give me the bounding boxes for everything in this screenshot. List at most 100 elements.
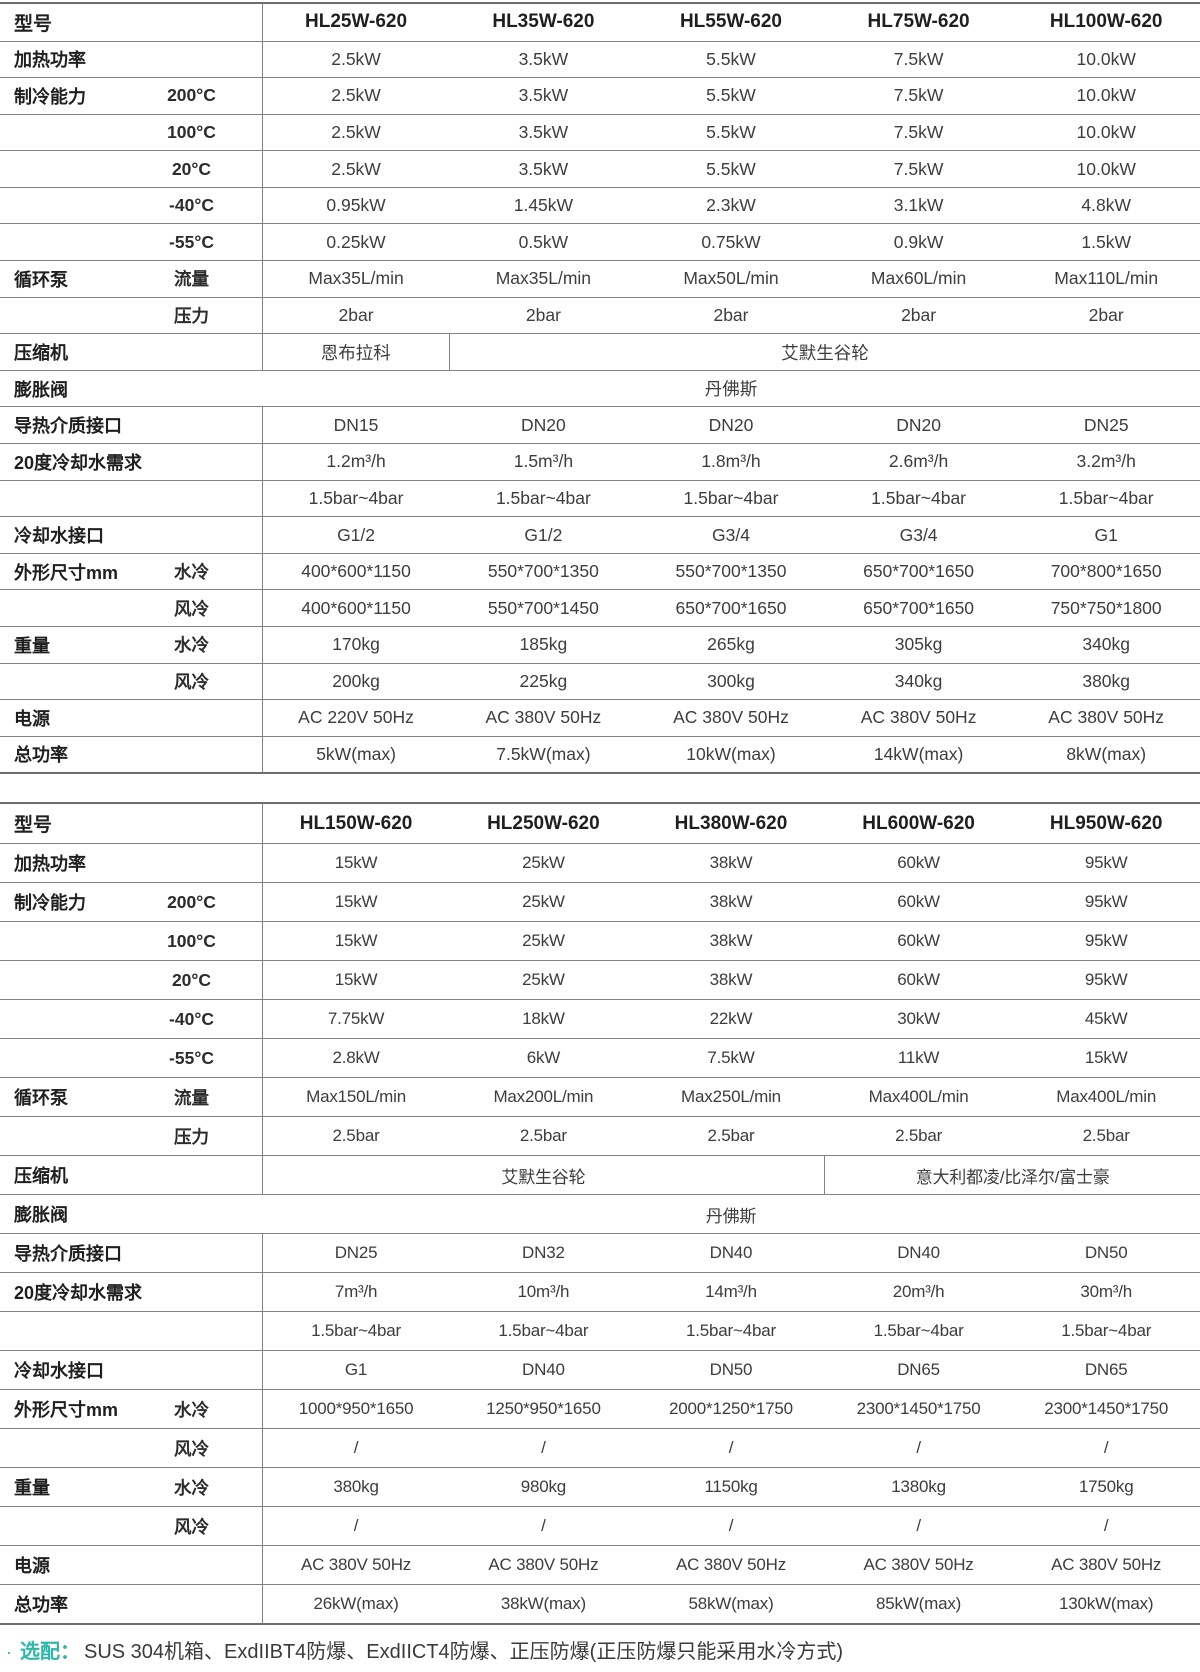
row-label-cell: 压缩机 bbox=[0, 333, 262, 371]
model-header: HL150W-620 bbox=[261, 802, 450, 844]
spec-cell: 0.95kW bbox=[261, 186, 450, 224]
row-label-cell: 导热介质接口 bbox=[0, 1233, 262, 1273]
spec-cell: 380kg bbox=[261, 1467, 450, 1507]
spec-cell: DN65 bbox=[1012, 1350, 1200, 1390]
spec-cell: 95kW bbox=[1012, 921, 1200, 961]
row-label-cell: 风冷 bbox=[0, 662, 262, 700]
table-row: 20°C 2.5kW 3.5kW 5.5kW 7.5kW 10.0kW bbox=[0, 150, 1200, 188]
row-label: 加热功率 bbox=[14, 50, 86, 71]
row-label-cell: 外形尺寸mm 水冷 bbox=[0, 1389, 262, 1429]
table-row: 制冷能力 200°C 15kW 25kW 38kW 60kW 95kW bbox=[0, 882, 1200, 922]
spec-cell: 艾默生谷轮 bbox=[449, 333, 1200, 371]
spec-cell: AC 380V 50Hz bbox=[1012, 1545, 1200, 1585]
row-sublabel: -55°C bbox=[169, 231, 214, 252]
spec-cell: 0.25kW bbox=[261, 223, 450, 261]
row-label: 重量 bbox=[14, 635, 50, 656]
spec-cell: 305kg bbox=[824, 626, 1013, 664]
spec-cell: 400*600*1150 bbox=[261, 589, 450, 627]
spec-cell: Max110L/min bbox=[1012, 260, 1200, 298]
spec-cell: 1.8m³/h bbox=[637, 443, 825, 481]
spec-cell: 650*700*1650 bbox=[824, 589, 1013, 627]
spec-cell: 2bar bbox=[449, 296, 638, 334]
spec-cell: 18kW bbox=[449, 999, 638, 1039]
model-header: HL55W-620 bbox=[637, 2, 825, 41]
spec-cell: 10.0kW bbox=[1012, 150, 1200, 188]
row-label-cell: 冷却水接口 bbox=[0, 1350, 262, 1390]
spec-cell: 60kW bbox=[824, 843, 1013, 883]
table-row: -40°C 0.95kW 1.45kW 2.3kW 3.1kW 4.8kW bbox=[0, 186, 1200, 224]
row-sublabel: -40°C bbox=[169, 1008, 214, 1029]
spec-cell: 38kW bbox=[637, 882, 825, 922]
spec-cell: DN40 bbox=[637, 1233, 825, 1273]
spec-cell: 3.5kW bbox=[449, 113, 638, 151]
row-label-cell: 循环泵 流量 bbox=[0, 260, 262, 298]
spec-cell: 10.0kW bbox=[1012, 77, 1200, 115]
spec-cell: 380kg bbox=[1012, 662, 1200, 700]
table-row: 风冷 / / / / / bbox=[0, 1428, 1200, 1468]
spec-cell: 10.0kW bbox=[1012, 40, 1200, 78]
note-bullet: · bbox=[6, 1641, 12, 1662]
note-text: SUS 304机箱、ExdIIBT4防爆、ExdIICT4防爆、正压防爆(正压防… bbox=[84, 1640, 843, 1663]
spec-cell: 60kW bbox=[824, 882, 1013, 922]
spec-cell: 5.5kW bbox=[637, 150, 825, 188]
spec-cell: 25kW bbox=[449, 960, 638, 1000]
table-row: 20°C 15kW 25kW 38kW 60kW 95kW bbox=[0, 960, 1200, 1000]
spec-cell: DN25 bbox=[1012, 406, 1200, 444]
row-sublabel: 流量 bbox=[174, 1087, 209, 1108]
spec-cell: DN40 bbox=[449, 1350, 638, 1390]
spec-cell: 艾默生谷轮 bbox=[261, 1155, 825, 1195]
spec-cell: 60kW bbox=[824, 921, 1013, 961]
table-row: 压缩机 艾默生谷轮 意大利都凌/比泽尔/富士豪 bbox=[0, 1155, 1200, 1195]
spec-cell: AC 220V 50Hz bbox=[261, 699, 450, 737]
table-row: 冷却水接口 G1 DN40 DN50 DN65 DN65 bbox=[0, 1350, 1200, 1390]
spec-cell: / bbox=[261, 1428, 450, 1468]
row-sublabel: 20°C bbox=[171, 158, 212, 179]
spec-cell: / bbox=[1012, 1428, 1200, 1468]
spec-cell: 2000*1250*1750 bbox=[637, 1389, 825, 1429]
spec-cell: 7.5kW(max) bbox=[449, 735, 638, 773]
spec-cell: 7.5kW bbox=[824, 77, 1013, 115]
table-row: 20度冷却水需求 1.2m³/h 1.5m³/h 1.8m³/h 2.6m³/h 3.2m… bbox=[0, 443, 1200, 481]
spec-cell: 1.45kW bbox=[449, 186, 638, 224]
row-label-cell: -55°C bbox=[0, 1038, 262, 1078]
spec-cell: 1.2m³/h bbox=[261, 443, 450, 481]
spec-cell: AC 380V 50Hz bbox=[261, 1545, 450, 1585]
spec-cell: 550*700*1350 bbox=[637, 552, 825, 590]
spec-cell: DN32 bbox=[449, 1233, 638, 1273]
spec-cell: G1 bbox=[261, 1350, 450, 1390]
spec-cell: 丹佛斯 bbox=[262, 369, 1200, 407]
spec-cell: 700*800*1650 bbox=[1012, 552, 1200, 590]
spec-cell: 8kW(max) bbox=[1012, 735, 1200, 773]
row-label-cell: 风冷 bbox=[0, 1428, 262, 1468]
spec-cell: 3.5kW bbox=[449, 40, 638, 78]
row-sublabel: -40°C bbox=[169, 195, 214, 216]
table-row: 风冷 200kg 225kg 300kg 340kg 380kg bbox=[0, 662, 1200, 700]
table-row: 制冷能力 200°C 2.5kW 3.5kW 5.5kW 7.5kW 10.0kW bbox=[0, 77, 1200, 115]
spec-cell: 3.5kW bbox=[449, 150, 638, 188]
spec-cell: G1/2 bbox=[261, 516, 450, 554]
spec-cell: 2.5bar bbox=[637, 1116, 825, 1156]
table-row: 冷却水接口 G1/2 G1/2 G3/4 G3/4 G1 bbox=[0, 516, 1200, 554]
spec-cell: 550*700*1350 bbox=[449, 552, 638, 590]
row-sublabel: 20°C bbox=[171, 969, 212, 990]
row-sublabel: 200°C bbox=[167, 891, 216, 912]
row-sublabel: 风冷 bbox=[174, 671, 209, 692]
row-sublabel: 风冷 bbox=[174, 598, 209, 619]
spec-cell: 0.75kW bbox=[637, 223, 825, 261]
row-label-cell: 总功率 bbox=[0, 735, 262, 773]
spec-cell: 1250*950*1650 bbox=[449, 1389, 638, 1429]
spec-cell: Max50L/min bbox=[637, 260, 825, 298]
spec-cell: 650*700*1650 bbox=[637, 589, 825, 627]
spec-cell: 2300*1450*1750 bbox=[1012, 1389, 1200, 1429]
row-label-cell: 风冷 bbox=[0, 589, 262, 627]
row-label-cell: 加热功率 bbox=[0, 843, 262, 883]
table-row: 1.5bar~4bar 1.5bar~4bar 1.5bar~4bar 1.5bar~… bbox=[0, 479, 1200, 517]
header-label-cell: 型号 bbox=[0, 802, 262, 844]
spec-cell: 170kg bbox=[261, 626, 450, 664]
spec-cell: 58kW(max) bbox=[637, 1584, 825, 1624]
row-label: 冷却水接口 bbox=[14, 526, 104, 547]
table-row: 循环泵 流量 Max35L/min Max35L/min Max50L/min Max60… bbox=[0, 260, 1200, 298]
model-header: HL600W-620 bbox=[824, 802, 1013, 844]
row-label: 膨胀阀 bbox=[14, 379, 68, 400]
